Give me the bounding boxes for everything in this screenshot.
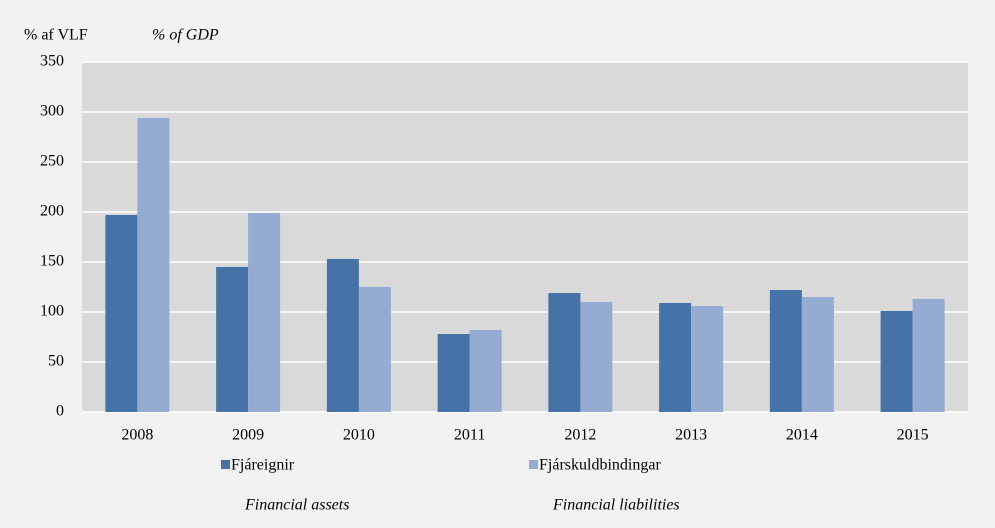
legend-swatch: [221, 460, 230, 469]
bar: [248, 213, 281, 412]
x-tick-label: 2008: [121, 427, 153, 444]
legend-label: Fjáreignir: [231, 457, 295, 474]
bar: [216, 267, 249, 412]
y-tick-label: 350: [40, 53, 64, 70]
y-tick-label: 150: [40, 253, 64, 270]
bar: [659, 303, 692, 412]
x-tick-label: 2014: [786, 427, 818, 444]
x-tick-label: 2010: [343, 427, 375, 444]
bar: [437, 334, 470, 412]
legend-label: Fjárskuldbindingar: [539, 457, 661, 474]
x-tick-label: 2013: [675, 427, 707, 444]
bar: [326, 259, 359, 412]
plot-area: [82, 62, 968, 412]
x-tick-label: 2011: [454, 427, 485, 444]
bar: [880, 311, 913, 412]
bar: [105, 215, 138, 412]
y-tick-label: 250: [40, 153, 64, 170]
x-tick-label: 2009: [232, 427, 264, 444]
bar: [358, 287, 391, 412]
bar: [580, 302, 613, 412]
bar: [912, 299, 945, 412]
x-tick-label: 2012: [564, 427, 596, 444]
bar: [469, 330, 502, 412]
x-tick-label: 2015: [897, 427, 929, 444]
y-tick-label: 100: [40, 303, 64, 320]
legend-label-en: Financial assets: [244, 497, 349, 514]
legend-label-en: Financial liabilities: [552, 497, 680, 514]
bar: [691, 306, 724, 412]
y-tick-label: 300: [40, 103, 64, 120]
bar: [801, 297, 834, 412]
y-tick-label: 0: [56, 403, 64, 420]
bar: [548, 293, 581, 412]
legend-swatch: [529, 460, 538, 469]
y-tick-label: 200: [40, 203, 64, 220]
bar: [769, 290, 802, 412]
y-tick-label: 50: [48, 353, 64, 370]
bar: [137, 118, 170, 412]
y-axis-label-en: % of GDP: [152, 27, 219, 44]
y-axis-label: % af VLF: [24, 27, 88, 44]
